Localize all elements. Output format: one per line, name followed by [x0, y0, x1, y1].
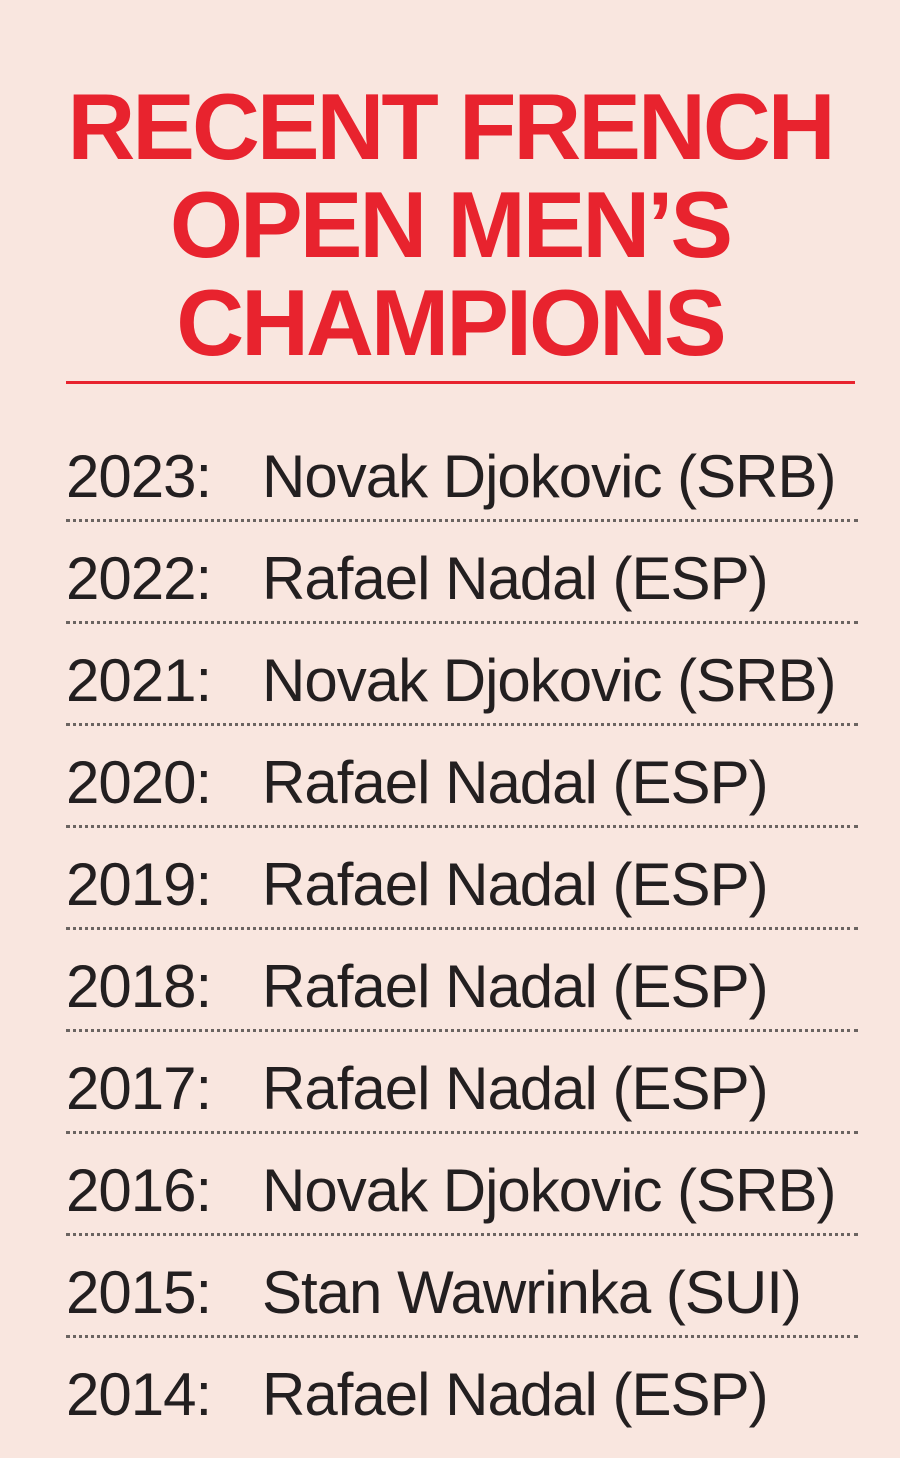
list-item: 2023: Novak Djokovic (SRB): [66, 422, 858, 522]
champion-name: Rafael Nadal (ESP): [262, 1361, 769, 1428]
year: 2019:: [66, 851, 212, 918]
title-line: RECENT FRENCH: [67, 74, 835, 179]
list-item: 2019: Rafael Nadal (ESP): [66, 830, 858, 930]
year: 2022:: [66, 545, 212, 612]
champion-name: Novak Djokovic (SRB): [262, 443, 836, 510]
list-item: 2020: Rafael Nadal (ESP): [66, 728, 858, 828]
year: 2020:: [66, 749, 212, 816]
year: 2018:: [66, 953, 212, 1020]
champions-list: 2023: Novak Djokovic (SRB) 2022: Rafael Nad…: [66, 422, 858, 1442]
year: 2014:: [66, 1361, 212, 1428]
champion-name: Rafael Nadal (ESP): [262, 851, 769, 918]
champion-name: Novak Djokovic (SRB): [262, 647, 836, 714]
champion-name: Novak Djokovic (SRB): [262, 1157, 836, 1224]
champion-name: Rafael Nadal (ESP): [262, 749, 769, 816]
list-item: 2016: Novak Djokovic (SRB): [66, 1136, 858, 1236]
year: 2023:: [66, 443, 212, 510]
list-item: 2022: Rafael Nadal (ESP): [66, 524, 858, 624]
list-item: 2018: Rafael Nadal (ESP): [66, 932, 858, 1032]
champion-name: Rafael Nadal (ESP): [262, 545, 769, 612]
year: 2021:: [66, 647, 212, 714]
page-title: RECENT FRENCH OPEN MEN’S CHAMPIONS: [0, 78, 900, 372]
champion-name: Rafael Nadal (ESP): [262, 953, 769, 1020]
year: 2016:: [66, 1157, 212, 1224]
year: 2017:: [66, 1055, 212, 1122]
list-item: 2014: Rafael Nadal (ESP): [66, 1340, 858, 1440]
title-line: CHAMPIONS: [176, 270, 726, 375]
title-line: OPEN MEN’S: [169, 172, 733, 277]
champion-name: Rafael Nadal (ESP): [262, 1055, 769, 1122]
year: 2015:: [66, 1259, 212, 1326]
list-item: 2015: Stan Wawrinka (SUI): [66, 1238, 858, 1338]
list-item: 2017: Rafael Nadal (ESP): [66, 1034, 858, 1134]
list-item: 2021: Novak Djokovic (SRB): [66, 626, 858, 726]
title-divider: [66, 381, 855, 384]
champion-name: Stan Wawrinka (SUI): [262, 1259, 802, 1326]
